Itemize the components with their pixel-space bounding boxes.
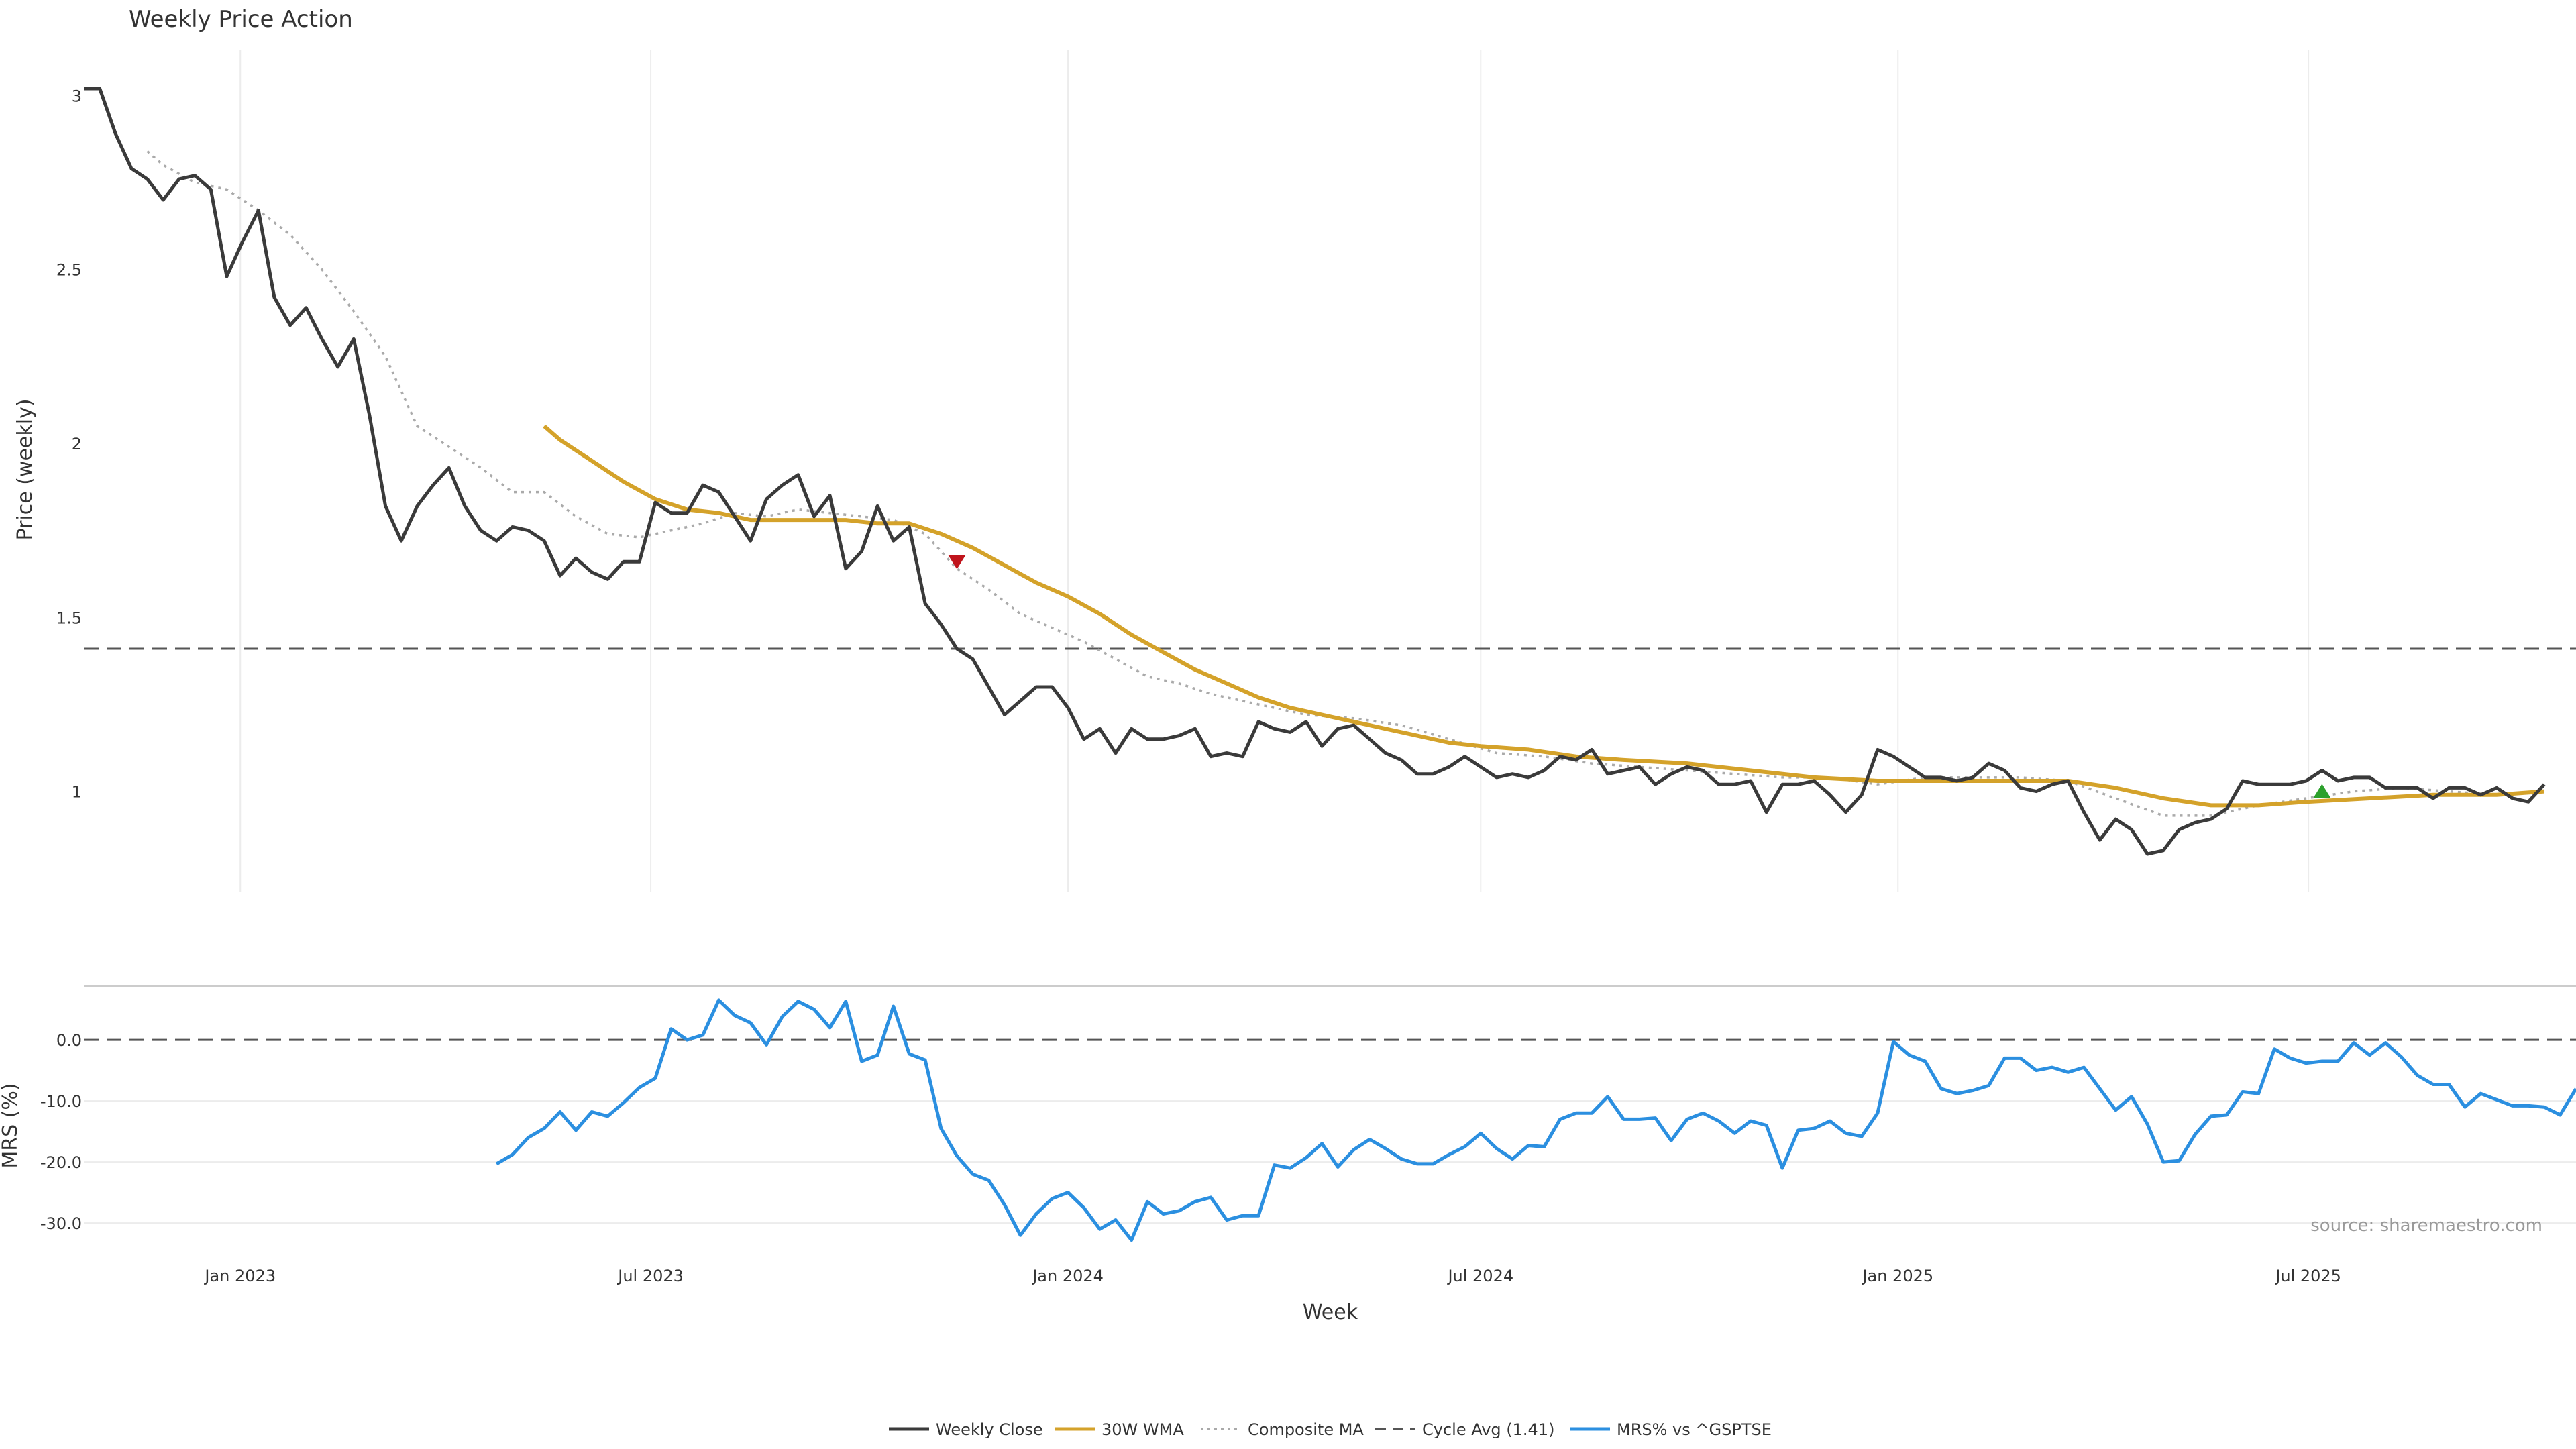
price-y-tick-label: 2 — [72, 435, 82, 453]
legend-label-composite-ma: Composite MA — [1248, 1420, 1364, 1439]
x-tick-label: Jul 2024 — [1446, 1267, 1513, 1285]
legend-label-mrs-vs-gsptse: MRS% vs ^GSPTSE — [1617, 1420, 1772, 1439]
mrs-y-ticks: 0.0 -10.0 -20.0 -30.0 — [40, 1031, 82, 1233]
price-y-tick-label: 3 — [72, 87, 82, 105]
mrs-y-tick-label: -30.0 — [40, 1214, 82, 1233]
price-y-tick-label: 1.5 — [56, 608, 82, 627]
mrs-y-tick-label: 0.0 — [56, 1031, 82, 1050]
sell-signal-marker — [948, 555, 966, 570]
x-ticks: Jan 2023 Jul 2023 Jan 2024 Jul 2024 Jan 2025… — [203, 1267, 2341, 1285]
mrs-line — [495, 998, 2576, 1242]
mrs-y-axis-label: MRS (%) — [0, 1083, 22, 1168]
signal-markers — [948, 555, 2331, 798]
x-tick-label: Jan 2023 — [203, 1267, 276, 1285]
buy-signal-marker — [2313, 784, 2331, 798]
30w-wma-line — [543, 424, 2544, 808]
x-tick-label: Jul 2023 — [616, 1267, 684, 1285]
price-y-tick-label: 2.5 — [56, 261, 82, 280]
price-grid — [239, 50, 2310, 892]
composite-ma-line — [146, 150, 2544, 817]
price-y-tick-label: 1 — [72, 783, 82, 802]
price-y-axis-label: Price (weekly) — [13, 398, 37, 540]
x-tick-label: Jan 2024 — [1031, 1267, 1104, 1285]
weekly-close-line — [84, 87, 2546, 856]
mrs-y-tick-label: -20.0 — [40, 1153, 82, 1172]
mrs-series-group — [84, 998, 2576, 1242]
x-tick-label: Jul 2025 — [2274, 1267, 2341, 1285]
legend: Weekly Close 30W WMA Composite MA Cycle Avg… — [889, 1420, 1772, 1439]
mrs-y-tick-label: -10.0 — [40, 1092, 82, 1111]
chart-title: Weekly Price Action — [129, 6, 353, 33]
source-note: source: sharemaestro.com — [2310, 1216, 2542, 1236]
legend-label-weekly-close: Weekly Close — [936, 1420, 1043, 1439]
price-y-ticks: 1 1.5 2 2.5 3 — [56, 87, 82, 801]
x-tick-label: Jan 2025 — [1861, 1267, 1933, 1285]
legend-label-cycle-avg-1-41: Cycle Avg (1.41) — [1422, 1420, 1554, 1439]
price-series-group — [84, 87, 2576, 856]
x-axis-label: Week — [1303, 1301, 1358, 1324]
legend-label-30w-wma: 30W WMA — [1102, 1420, 1184, 1439]
mrs-grid — [84, 1100, 2576, 1224]
